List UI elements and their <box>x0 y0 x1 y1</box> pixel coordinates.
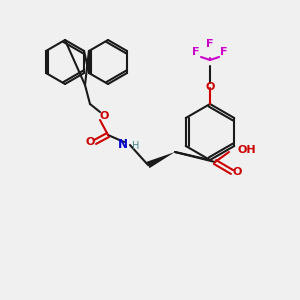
Text: F: F <box>220 47 228 57</box>
Text: OH: OH <box>237 145 256 155</box>
Text: H: H <box>132 141 140 151</box>
Text: O: O <box>232 167 242 177</box>
Text: F: F <box>206 39 214 49</box>
Text: O: O <box>205 82 215 92</box>
Text: O: O <box>99 111 109 121</box>
Text: N: N <box>118 139 128 152</box>
Polygon shape <box>146 152 175 168</box>
Text: O: O <box>85 137 95 147</box>
Text: F: F <box>192 47 200 57</box>
